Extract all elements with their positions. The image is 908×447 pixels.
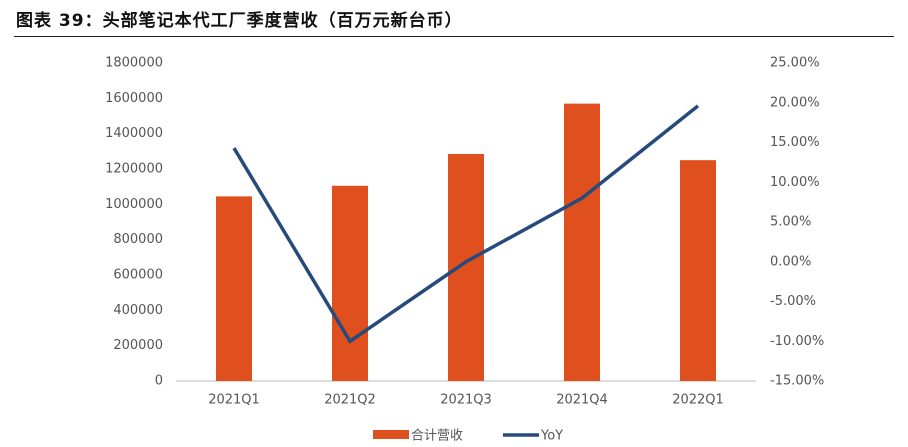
y-tick-label: 400000 xyxy=(113,303,163,318)
y-tick-label: 1200000 xyxy=(105,162,163,177)
bar xyxy=(332,185,368,381)
x-tick-label: 2021Q1 xyxy=(208,393,260,408)
y-tick-label: 0 xyxy=(155,374,163,389)
y2-tick-label: -10.00% xyxy=(770,334,824,349)
y2-tick-label: 15.00% xyxy=(770,135,820,150)
bar xyxy=(680,160,716,381)
y2-tick-label: -5.00% xyxy=(770,294,816,309)
chart-title: 图表 39：头部笔记本代工厂季度营收（百万元新台币） xyxy=(16,11,463,31)
y2-tick-label: 25.00% xyxy=(770,56,820,71)
y2-tick-label: -15.00% xyxy=(770,374,824,389)
line xyxy=(232,104,700,344)
x-tick-label: 2021Q4 xyxy=(556,393,608,408)
y2-tick-label: 0.00% xyxy=(770,254,811,269)
y2-tick-label: 5.00% xyxy=(770,215,811,230)
legend-label: 合计营收 xyxy=(411,429,463,444)
bar xyxy=(216,196,252,381)
bar xyxy=(564,103,600,381)
x-tick-label: 2022Q1 xyxy=(672,393,724,408)
x-tick-label: 2021Q2 xyxy=(324,393,376,408)
y-tick-label: 600000 xyxy=(113,268,163,283)
y2-tick-label: 10.00% xyxy=(770,175,820,190)
y2-tick-label: 20.00% xyxy=(770,95,820,110)
y-tick-label: 1400000 xyxy=(105,126,163,141)
y-tick-label: 1600000 xyxy=(105,91,163,106)
legend-label: YoY xyxy=(540,429,563,444)
y-tick-label: 1000000 xyxy=(105,197,163,212)
title-rule xyxy=(14,36,894,37)
bar xyxy=(448,153,484,381)
legend-swatch xyxy=(373,430,409,439)
y-tick-label: 800000 xyxy=(113,232,163,247)
x-tick-label: 2021Q3 xyxy=(440,393,492,408)
y-tick-label: 200000 xyxy=(113,338,163,353)
y-tick-label: 1800000 xyxy=(105,56,163,71)
